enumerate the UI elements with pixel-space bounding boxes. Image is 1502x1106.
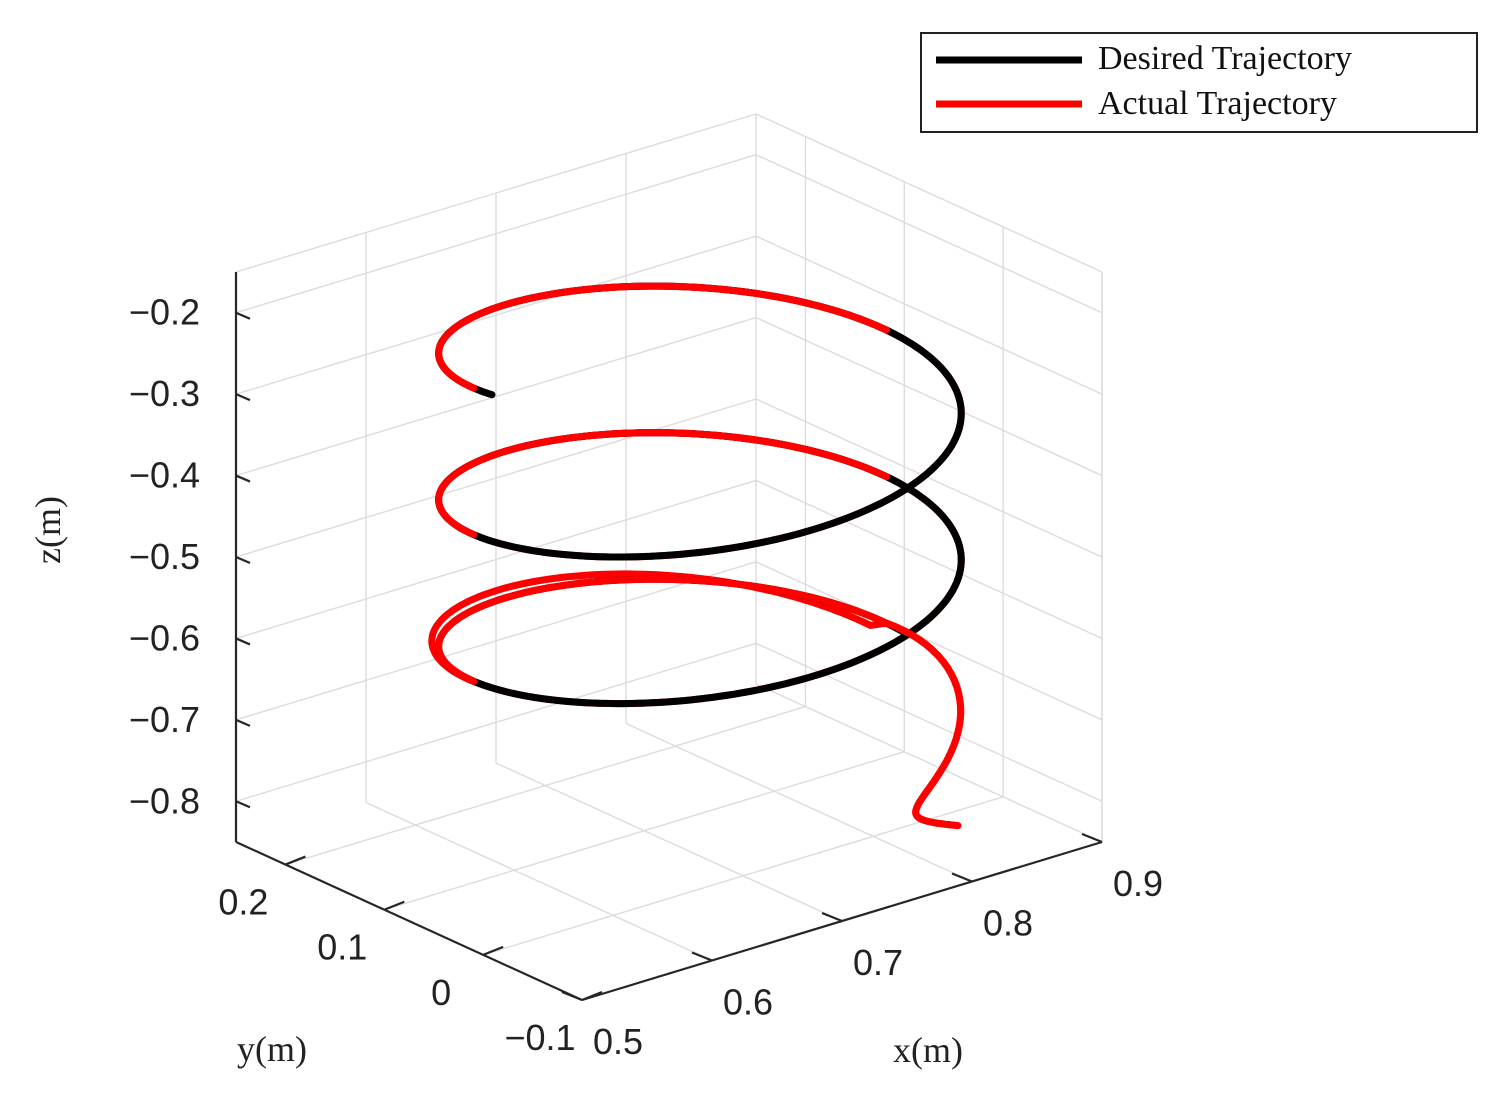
x-tick (1081, 832, 1103, 844)
z-tick (235, 311, 251, 320)
series-actual-trajectory-segment (435, 282, 890, 392)
grid-side-z (755, 642, 1103, 802)
z-tick-label: −0.7 (129, 699, 200, 740)
x-tick (951, 872, 973, 883)
grid-floor-y (384, 751, 905, 911)
series-desired-trajectory (435, 282, 965, 708)
z-tick-label: −0.8 (129, 780, 200, 821)
z-tick (235, 800, 251, 809)
y-tick (482, 945, 504, 956)
x-tick-label: 0.9 (1113, 863, 1163, 904)
z-tick (235, 474, 251, 483)
z-tick (235, 637, 251, 646)
legend-label-desired: Desired Trajectory (1098, 40, 1352, 77)
y-tick (383, 900, 405, 911)
grid-back-z (235, 398, 757, 558)
x-tick (561, 990, 583, 1002)
x-tick-label: 0.8 (983, 903, 1033, 944)
grid-side-z (755, 398, 1103, 558)
x-tick-label: 0.6 (723, 982, 773, 1023)
series (428, 282, 965, 830)
x-tick (821, 911, 843, 923)
z-tick-label: −0.4 (129, 455, 200, 496)
axes: 0.5 0.6 0.7 0.8 0.9 −0.1 0 0.1 0.2 −0.2 −0.3 −0.4 −0… (129, 272, 1163, 1062)
grid-floor-x (625, 722, 973, 883)
grid-side-z (755, 316, 1103, 477)
x-tick-label: 0.5 (593, 1021, 643, 1062)
grid-back-z (235, 316, 757, 477)
y-tick (285, 855, 306, 866)
grid-back-z (235, 235, 757, 395)
grid-back-z (235, 561, 757, 721)
y-axis-line (235, 840, 583, 1002)
x-tick (691, 951, 713, 962)
y-tick (581, 990, 603, 1002)
z-tick-label: −0.2 (129, 292, 200, 333)
grid-side-z (755, 479, 1103, 640)
y-tick-label: 0.2 (218, 882, 268, 923)
y-axis-label: y(m) (237, 1029, 307, 1069)
grid-floor-y (285, 705, 806, 866)
series-actual-trajectory-start (883, 619, 965, 830)
legend: Desired Trajectory Actual Trajectory (920, 32, 1478, 133)
grid-floor-x (365, 801, 713, 962)
grid-back-z (235, 642, 757, 802)
grid-edge (235, 113, 757, 273)
z-axis-label: z(m) (28, 496, 68, 564)
legend-label-actual: Actual Trajectory (1098, 85, 1337, 122)
grid-side-z (755, 235, 1103, 395)
z-tick (235, 555, 251, 565)
z-tick (235, 393, 251, 402)
grid-back-z (235, 479, 757, 640)
series-actual-trajectory-segment (435, 429, 890, 539)
x-axis-label: x(m) (893, 1030, 963, 1070)
z-tick (235, 718, 251, 727)
z-tick-label: −0.5 (129, 536, 200, 577)
z-tick-label: −0.3 (129, 373, 200, 414)
grid-side-z (755, 561, 1103, 721)
grid-side-z (755, 154, 1103, 314)
grid-edge (755, 113, 1103, 273)
series-actual-trajectory-segment (435, 575, 890, 685)
grid-floor-y (482, 796, 1004, 956)
y-tick-label: −0.1 (504, 1017, 575, 1058)
grid-back-z (235, 154, 757, 314)
z-tick-label: −0.6 (129, 617, 200, 658)
grid-floor-x (495, 762, 843, 922)
y-tick-label: 0 (431, 972, 451, 1013)
y-tick-label: 0.1 (317, 927, 367, 968)
x-tick-label: 0.7 (853, 942, 903, 983)
grid-floor-x (755, 683, 1103, 843)
legend-box (920, 32, 1478, 133)
